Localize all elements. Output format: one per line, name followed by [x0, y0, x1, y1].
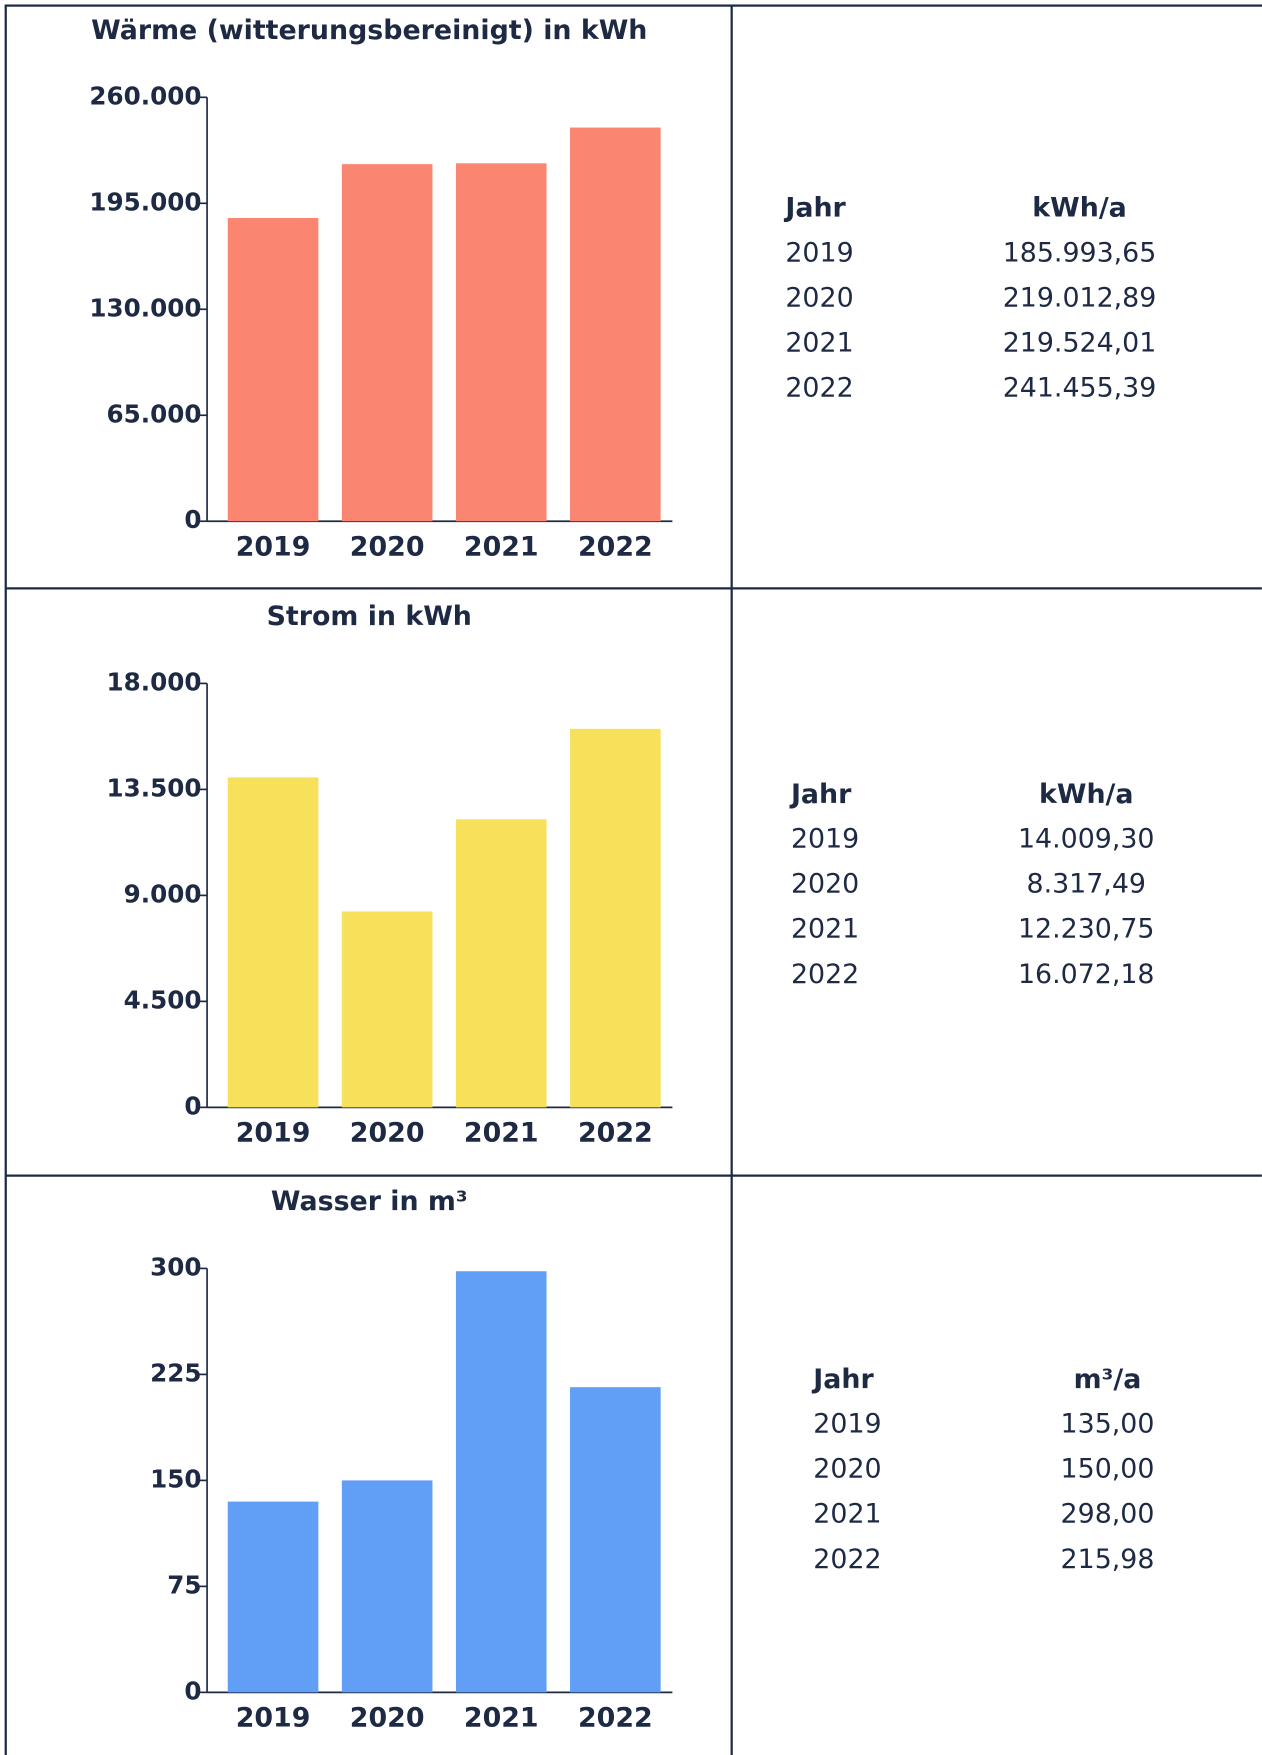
table-year: 2022	[785, 373, 853, 404]
bar	[227, 217, 319, 522]
table-year: 2020	[785, 282, 853, 313]
chart-title: Strom in kWh	[267, 601, 472, 632]
bar	[341, 1480, 433, 1693]
table-year: 2020	[791, 869, 859, 900]
table-value: 12.230,75	[1018, 914, 1155, 945]
y-tick-label: 150	[150, 1464, 201, 1493]
x-tick-label: 2019	[236, 532, 311, 563]
table-year: 2021	[813, 1499, 881, 1530]
y-tick-label: 65.000	[107, 399, 202, 428]
y-tick-label: 4.500	[124, 985, 202, 1014]
outer-border	[4, 4, 1262, 1755]
y-tick-label: 0	[184, 505, 201, 534]
bar	[455, 163, 547, 522]
table-value: 14.009,30	[1018, 824, 1155, 855]
bar	[570, 728, 661, 1108]
x-tick-label: 2020	[350, 1703, 425, 1734]
table-value: 8.317,49	[1027, 869, 1146, 900]
bar	[455, 1271, 547, 1693]
bar	[341, 911, 433, 1108]
x-tick-label: 2022	[578, 1118, 653, 1149]
chart-title: Wärme (witterungsbereinigt) in kWh	[91, 15, 647, 46]
bar	[227, 1501, 319, 1693]
y-tick-label: 75	[167, 1570, 201, 1599]
chart-title: Wasser in m³	[271, 1186, 468, 1217]
bar	[570, 1387, 661, 1693]
table-value: 241.455,39	[1003, 373, 1157, 404]
table-header: Jahr	[789, 779, 852, 810]
x-tick-label: 2022	[578, 532, 653, 563]
table-header: m³/a	[1074, 1364, 1142, 1395]
table-year: 2020	[813, 1454, 881, 1485]
y-tick-label: 260.000	[89, 81, 201, 110]
table-value: 215,98	[1061, 1544, 1155, 1575]
table-value: 298,00	[1061, 1499, 1155, 1530]
x-tick-label: 2020	[350, 1118, 425, 1149]
x-tick-label: 2020	[350, 532, 425, 563]
x-tick-label: 2019	[236, 1118, 311, 1149]
y-tick-label: 130.000	[89, 293, 201, 322]
table-year: 2022	[791, 959, 859, 990]
table-value: 219.012,89	[1003, 282, 1157, 313]
x-tick-label: 2021	[464, 1703, 539, 1734]
x-tick-label: 2022	[578, 1703, 653, 1734]
table-year: 2021	[785, 328, 853, 359]
y-tick-label: 0	[184, 1676, 201, 1705]
y-tick-label: 13.500	[107, 773, 202, 802]
table-value: 16.072,18	[1018, 959, 1155, 990]
bar	[570, 127, 661, 522]
table-header: Jahr	[811, 1364, 874, 1395]
x-tick-label: 2021	[464, 532, 539, 563]
bar	[227, 777, 319, 1108]
table-year: 2019	[813, 1409, 881, 1440]
table-year: 2019	[785, 237, 853, 268]
y-tick-label: 300	[150, 1252, 201, 1281]
table-year: 2022	[813, 1544, 881, 1575]
y-tick-label: 225	[150, 1358, 201, 1387]
y-tick-label: 0	[184, 1091, 201, 1120]
bar	[455, 819, 547, 1108]
x-tick-label: 2021	[464, 1118, 539, 1149]
table-value: 150,00	[1061, 1454, 1155, 1485]
y-tick-label: 195.000	[89, 187, 201, 216]
bar	[341, 164, 433, 522]
table-header: kWh/a	[1032, 193, 1126, 224]
x-tick-label: 2019	[236, 1703, 311, 1734]
table-value: 219.524,01	[1003, 328, 1157, 359]
table-header: Jahr	[783, 193, 846, 224]
table-value: 135,00	[1061, 1409, 1155, 1440]
table-year: 2021	[791, 914, 859, 945]
table-year: 2019	[791, 824, 859, 855]
y-tick-label: 9.000	[124, 879, 202, 908]
table-value: 185.993,65	[1003, 237, 1157, 268]
y-tick-label: 18.000	[107, 667, 202, 696]
table-header: kWh/a	[1039, 779, 1133, 810]
